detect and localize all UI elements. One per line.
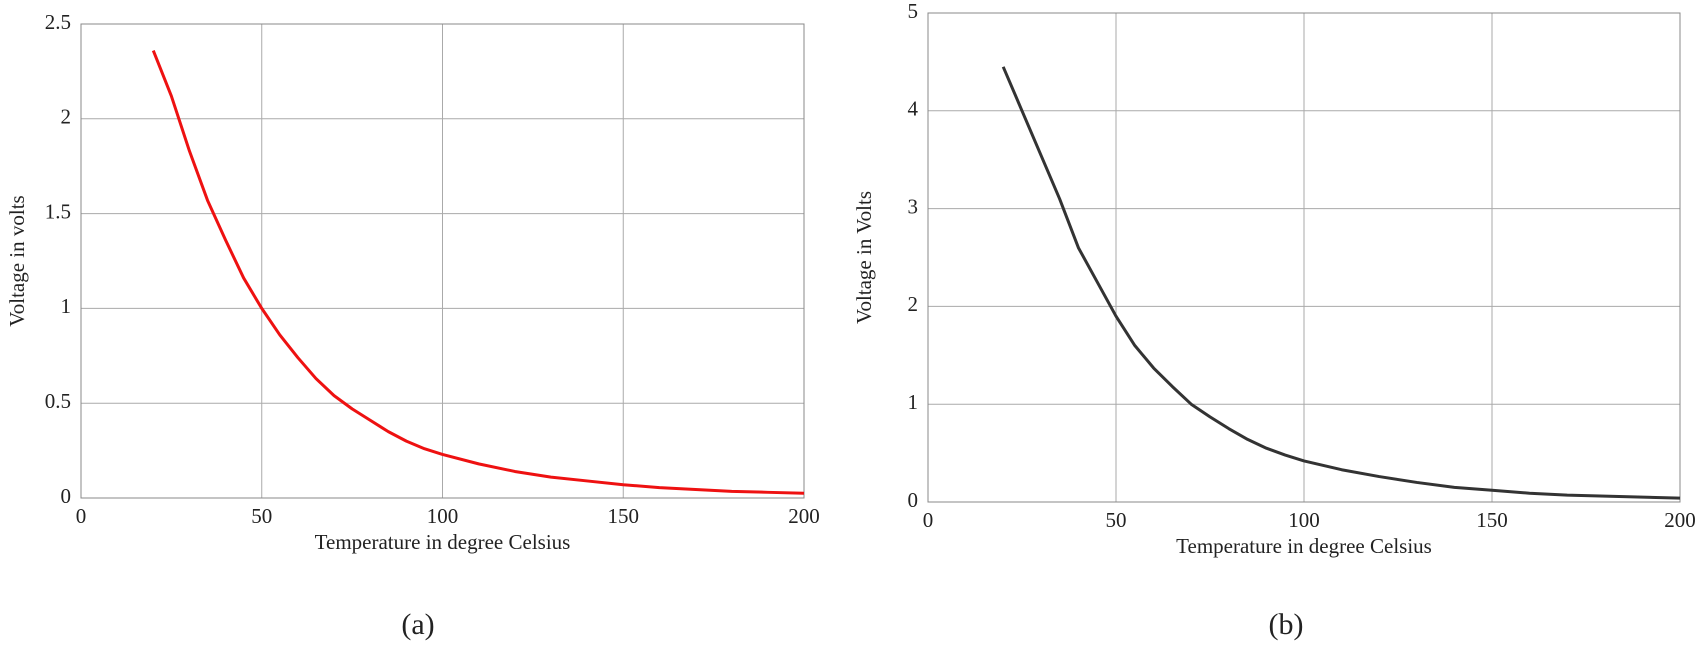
x-tick-label: 200: [1664, 508, 1696, 532]
y-tick-label: 4: [908, 97, 919, 121]
y-tick-label: 1: [61, 294, 72, 318]
x-axis-label: Temperature in degree Celsius: [315, 530, 571, 554]
line: [1001, 66, 1681, 500]
y-tick-label: 1.5: [45, 199, 71, 223]
y-tick-label: 2: [908, 292, 919, 316]
plot-frame: [80, 23, 805, 499]
x-tick-label: 0: [76, 504, 87, 528]
y-tick-label: 0: [908, 488, 919, 512]
y-tick-label: 1: [908, 390, 919, 414]
caption: (b): [1269, 608, 1304, 641]
x-axis-label: Temperature in degree Celsius: [1176, 534, 1432, 558]
caption: (a): [401, 608, 434, 641]
x-tick-label: 100: [427, 504, 459, 528]
y-tick-label: 0.5: [45, 389, 71, 413]
y-tick-label: 2.5: [45, 10, 71, 34]
plot-frame: [927, 12, 1681, 503]
x-tick-label: 200: [788, 504, 820, 528]
x-tick-label: 50: [251, 504, 272, 528]
y-axis-label: Voltage in volts: [5, 195, 29, 326]
y-axis-label: Voltage in Volts: [852, 191, 876, 324]
y-tick-label: 3: [908, 194, 919, 218]
y-tick-label: 5: [908, 0, 919, 23]
x-tick-label: 150: [608, 504, 640, 528]
y-tick-label: 0: [61, 484, 72, 508]
x-tick-label: 50: [1106, 508, 1127, 532]
x-tick-label: 0: [923, 508, 934, 532]
x-tick-label: 100: [1288, 508, 1320, 532]
line: [151, 49, 805, 495]
x-tick-label: 150: [1476, 508, 1508, 532]
y-tick-label: 2: [61, 105, 72, 129]
